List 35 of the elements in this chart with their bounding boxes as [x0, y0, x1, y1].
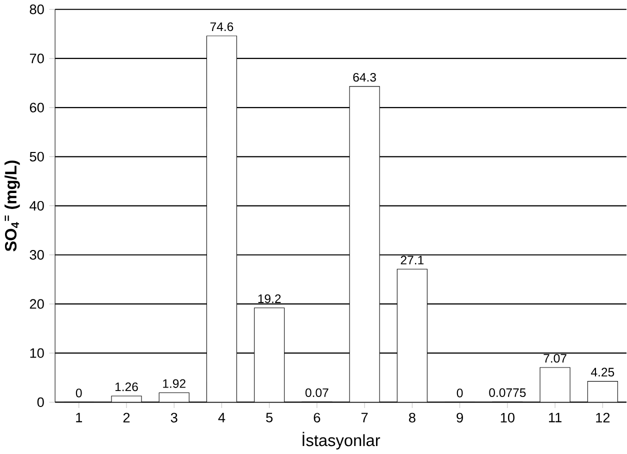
y-axis-title: SO$_{4}$$^{=}$ (mg/L)	[4, 160, 20, 252]
data-label: 0.07	[305, 388, 328, 398]
data-label: 19.2	[258, 294, 281, 304]
data-label: 27.1	[400, 256, 424, 264]
y-tick-label: 80	[30, 4, 44, 14]
y-tick-label: 10	[30, 348, 44, 358]
data-label: 1.92	[163, 379, 186, 388]
data-label: 0	[76, 388, 82, 398]
x-tick-label: 5	[266, 412, 273, 422]
data-label: 0.0775	[489, 388, 526, 397]
x-tick-label: 4	[218, 412, 226, 422]
y-tick-label: 40	[30, 200, 44, 211]
x-tick-label: 10	[500, 412, 514, 422]
data-label: 74.6	[210, 22, 234, 32]
x-tick-label: 11	[549, 412, 562, 422]
x-tick-label: 6	[314, 412, 320, 422]
y-tick-label: 50	[30, 152, 44, 162]
y-tick-label: 20	[30, 299, 44, 309]
y-tick-label: 70	[30, 54, 44, 64]
x-tick-label: 1	[76, 412, 82, 422]
y-tick-label: 0	[37, 397, 44, 408]
x-tick-label: 2	[123, 412, 130, 422]
x-tick-label: 12	[596, 412, 610, 422]
x-tick-label: 8	[408, 412, 416, 422]
y-tick-label: 60	[30, 102, 44, 112]
x-axis-title: İstasyonlar	[302, 432, 380, 450]
y-tick-label: 30	[30, 250, 44, 260]
x-tick-label: 3	[170, 412, 178, 422]
data-label: 1.26	[115, 382, 138, 392]
data-label: 64.3	[353, 72, 376, 82]
x-tick-label: 9	[456, 412, 463, 422]
data-label: 7.07	[544, 354, 566, 363]
data-label: 4.25	[590, 368, 614, 376]
x-tick-label: 7	[361, 412, 368, 422]
data-label: 0	[456, 388, 463, 398]
